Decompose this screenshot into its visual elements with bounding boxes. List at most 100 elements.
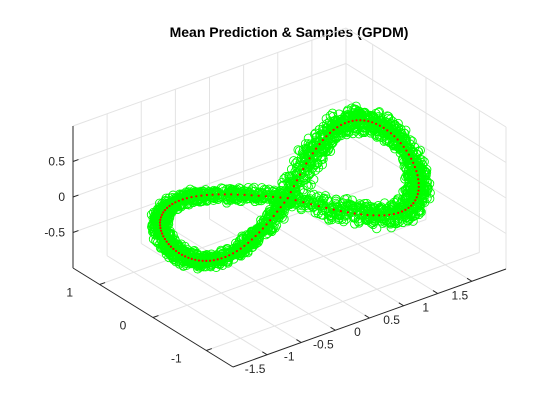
x-tick-label: 1 [422, 301, 429, 315]
sample-point [318, 121, 328, 132]
sample-point [164, 252, 174, 263]
sample-point [398, 143, 408, 153]
mean-point [386, 129, 389, 132]
mean-point [366, 213, 369, 217]
mean-point [205, 193, 208, 197]
mean-point [209, 259, 212, 262]
sample-point [385, 118, 396, 128]
mean-point [360, 213, 363, 216]
mean-point [402, 145, 405, 148]
mean-point [397, 211, 400, 214]
sample-point [168, 252, 179, 262]
mean-point [159, 216, 163, 219]
sample-point [259, 194, 269, 204]
y-ticks: -1 0 1 [66, 282, 212, 366]
mean-point [250, 238, 253, 241]
y-tick-label: 1 [66, 286, 73, 300]
sample-point [238, 244, 249, 254]
z-ticks: -0.5 0 0.5 [44, 155, 79, 240]
mean-point [332, 128, 335, 131]
sample-point [381, 216, 391, 226]
mean-point [410, 204, 413, 207]
mean-point [165, 240, 168, 243]
mean-point [415, 196, 418, 199]
mean-point [416, 174, 419, 177]
mean-point [332, 208, 335, 211]
sample-point [327, 212, 337, 223]
sample-point [373, 208, 383, 218]
mean-point [388, 213, 391, 216]
x-tick-mark [262, 351, 268, 356]
mean-point [355, 119, 358, 122]
sample-point [405, 211, 416, 222]
sample-point [241, 237, 251, 247]
mean-point [372, 214, 375, 217]
sample-point [354, 218, 364, 228]
sample-point [293, 145, 303, 155]
mean-point [382, 126, 385, 129]
sample-point [303, 181, 313, 192]
sample-point [279, 174, 289, 184]
sample-point [402, 151, 413, 161]
mean-point [168, 204, 171, 207]
sample-point [249, 182, 259, 193]
mean-point [417, 189, 420, 192]
sample-point [318, 126, 329, 136]
sample-point [289, 156, 299, 166]
mean-point [310, 203, 313, 206]
sample-point [400, 211, 410, 221]
sample-point [401, 184, 411, 195]
sample-point [223, 250, 233, 260]
sample-point [265, 217, 276, 228]
mean-point [383, 214, 386, 217]
sample-point [410, 183, 420, 193]
mean-point [318, 143, 321, 146]
sample-point [291, 162, 302, 173]
sample-point [164, 212, 174, 222]
gridline [72, 98, 347, 198]
mean-point [346, 211, 349, 214]
sample-point [325, 146, 336, 156]
sample-point [375, 213, 386, 223]
sample-point [337, 198, 348, 208]
mean-point [177, 251, 180, 255]
mean-point [405, 149, 408, 152]
mean-point [308, 157, 311, 160]
mean-point [184, 255, 187, 258]
mean-point [239, 247, 242, 250]
mean-point [276, 210, 279, 213]
mean-point [279, 206, 282, 209]
gridline [152, 219, 427, 318]
sample-point [153, 225, 164, 235]
box-edge [72, 27, 347, 127]
sample-point [223, 186, 234, 196]
sample-point [275, 194, 285, 204]
mean-point [194, 258, 197, 261]
mean-point [417, 185, 420, 188]
mean-point [272, 195, 275, 198]
sample-point [342, 207, 353, 217]
sample-point [390, 138, 400, 149]
sample-point [296, 197, 306, 207]
mean-point [292, 185, 295, 188]
mean-point [396, 138, 399, 141]
mean-point [311, 152, 314, 155]
sample-point [286, 198, 296, 209]
x-tick-mark [296, 339, 302, 343]
x-tick-label: 1.5 [452, 288, 469, 302]
sample-point [202, 250, 212, 260]
mean-point [378, 124, 381, 127]
sample-point [186, 251, 196, 261]
sample-point [314, 191, 324, 201]
sample-point [340, 111, 350, 121]
mean-point [190, 196, 193, 199]
sample-point [400, 133, 410, 143]
sample-point [368, 111, 378, 122]
sample-point [400, 141, 410, 151]
x-tick-label: -1 [284, 350, 295, 364]
mean-point [404, 208, 407, 211]
sample-point [279, 186, 289, 197]
mean-point [190, 257, 193, 260]
mean-point [317, 205, 320, 208]
sample-point [192, 249, 202, 260]
